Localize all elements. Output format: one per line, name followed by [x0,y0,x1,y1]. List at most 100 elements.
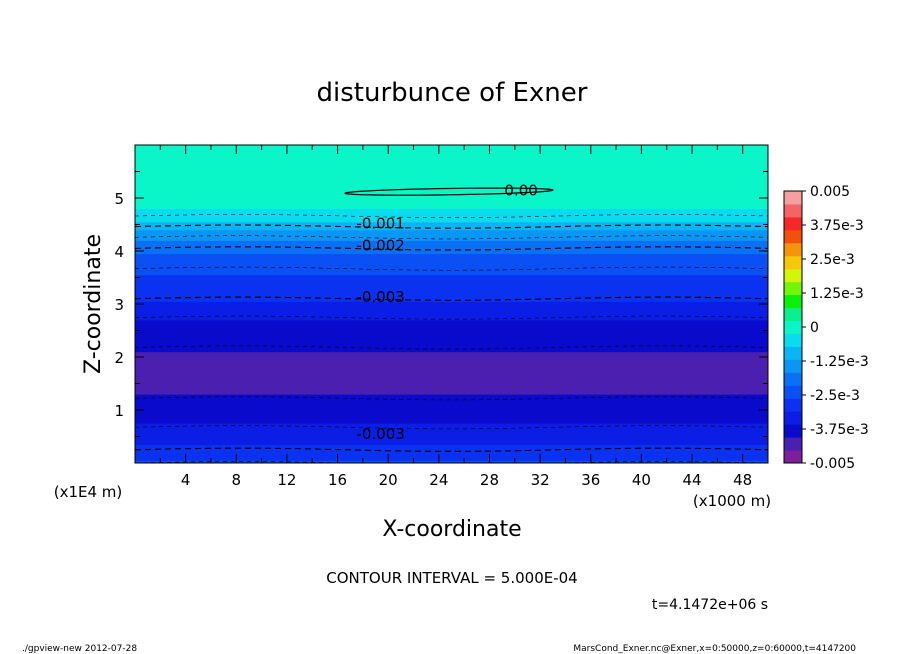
color-band [135,247,768,252]
colorbar [783,190,806,464]
color-band [135,245,768,249]
color-band [135,459,768,463]
contour-line [135,315,768,320]
time-label: t=4.1472e+06 s [652,597,768,613]
color-band [135,406,768,411]
color-band [135,147,768,151]
color-band [135,412,768,416]
color-band [135,271,768,276]
color-band [135,441,768,445]
color-band [135,398,768,403]
color-band [135,409,768,414]
color-band [135,353,768,358]
colorbar-swatch [784,320,802,334]
footer-right: MarsCond_Exner.nc@Exner,x=0:50000,z=0:60… [573,644,856,654]
colorbar-tick-label: 1.25e-3 [810,286,864,302]
color-band [135,454,768,459]
color-band [135,239,768,244]
x-tick-label: 8 [232,471,242,489]
color-band [135,200,768,204]
color-band [135,300,768,305]
contour-label: -0.003 [356,425,404,443]
color-band [135,449,768,453]
color-band [135,377,768,382]
colorbar-swatch [784,437,802,451]
color-band [135,314,768,318]
color-band [135,436,768,440]
color-band [135,390,768,395]
color-band [135,356,768,361]
colorbar-swatch [784,294,802,309]
color-band [135,443,768,448]
contour-line [135,214,768,218]
color-band [135,234,768,239]
color-band [135,258,768,263]
colorbar-swatch [784,411,802,425]
color-band [135,417,768,422]
colorbar-swatch [784,346,802,360]
color-band [135,332,768,337]
contour-label: 0.00 [504,182,537,200]
contour-line [135,266,768,271]
color-band [135,292,768,297]
contour-line [135,246,768,251]
color-band [135,242,768,247]
color-band [135,457,768,461]
colorbar-swatch [784,229,802,244]
contour-interval-note: CONTOUR INTERVAL = 5.000E-04 [326,569,577,587]
contour-labels: 0.00 -0.001 -0.002 -0.003 -0.003 [356,182,537,443]
color-band [135,210,768,215]
color-band [135,163,768,167]
color-band [135,165,768,170]
x-tick-label: 16 [328,471,347,489]
color-band [135,298,768,302]
color-band [135,311,768,316]
contour-label: -0.002 [356,237,404,255]
color-band [135,266,768,271]
color-band [135,216,768,220]
color-band [135,152,768,157]
color-band [135,451,768,456]
color-band [135,173,768,178]
color-band [135,430,768,435]
color-band [135,414,768,419]
x-tick-label: 40 [632,471,651,489]
color-band [135,433,768,437]
y-tick-labels: 1 2 3 4 5 [114,190,124,420]
x-tick-label: 48 [733,471,752,489]
color-band [135,269,768,273]
color-band [135,337,768,342]
colorbar-swatch [784,307,802,322]
x-tick-label: 24 [429,471,448,489]
contour-lines [135,187,768,463]
color-band [135,184,768,188]
x-tick-label: 20 [379,471,398,489]
color-band [135,446,768,451]
color-band [135,295,768,300]
color-band [135,218,768,223]
axis-ticks [135,145,768,463]
color-band [135,284,768,289]
color-band [135,255,768,260]
color-band [135,388,768,392]
x-tick-label: 44 [682,471,701,489]
contour-line [135,296,768,301]
contour-line [135,461,768,463]
color-band [135,340,768,345]
x-scale-label: (x1000 m) [693,492,771,510]
color-band [135,316,768,321]
color-band [135,425,768,430]
color-band [135,422,768,427]
color-band [135,221,768,225]
color-band [135,369,768,374]
x-tick-label: 32 [531,471,550,489]
color-band [135,380,768,384]
x-tick-label: 28 [480,471,499,489]
contour-label: -0.001 [356,214,404,232]
x-tick-label: 36 [581,471,600,489]
x-tick-labels: 4 8 12 16 20 24 28 32 36 40 44 48 [181,471,752,489]
color-band [135,178,768,183]
color-band [135,194,768,199]
colorbar-swatch [784,203,802,218]
